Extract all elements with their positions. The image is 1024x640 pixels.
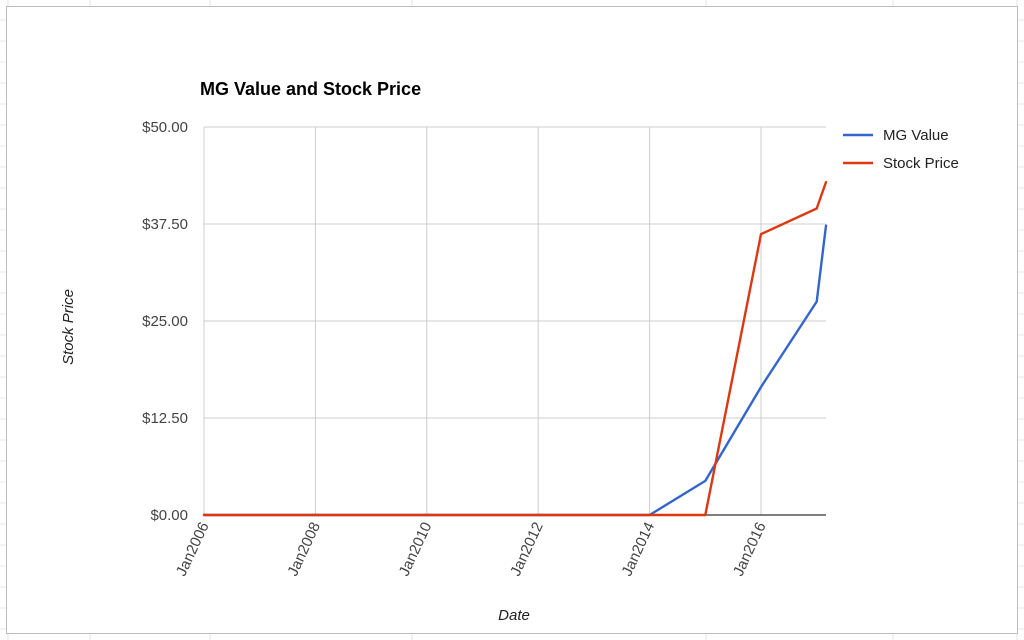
y-tick-label: $50.00: [142, 119, 188, 136]
x-tick-label: Jan2006: [173, 520, 213, 579]
y-tick-label: $37.50: [142, 216, 188, 233]
gridlines: [203, 126, 826, 515]
legend: MG Value Stock Price: [843, 127, 959, 172]
x-tick-label: Jan2010: [396, 520, 436, 579]
y-tick-label: $12.50: [142, 410, 188, 427]
chart-container[interactable]: Jan2006 Jan2008 Jan2010 Jan2012 Jan2014 Jan20…: [6, 6, 1018, 634]
x-tick-label: Jan2016: [730, 520, 770, 579]
legend-label-mg-value: MG Value: [883, 127, 949, 144]
series-lines: [202, 180, 828, 517]
x-tick-label: Jan2012: [507, 520, 547, 579]
x-axis-title: Date: [498, 607, 530, 624]
x-tick-label: Jan2014: [619, 520, 659, 579]
chart-title: MG Value and Stock Price: [200, 79, 421, 99]
series-line-stock-price: [202, 180, 828, 517]
y-tick-label: $0.00: [150, 507, 188, 524]
x-tick-label: Jan2008: [284, 520, 324, 579]
series-line-mg-value: [202, 224, 828, 517]
y-tick-label: $25.00: [142, 313, 188, 330]
y-axis-title: Stock Price: [60, 289, 77, 365]
x-axis: Jan2006 Jan2008 Jan2010 Jan2012 Jan2014 Jan20…: [173, 520, 770, 579]
line-chart: Jan2006 Jan2008 Jan2010 Jan2012 Jan2014 Jan20…: [60, 79, 959, 624]
legend-label-stock-price: Stock Price: [883, 155, 959, 172]
